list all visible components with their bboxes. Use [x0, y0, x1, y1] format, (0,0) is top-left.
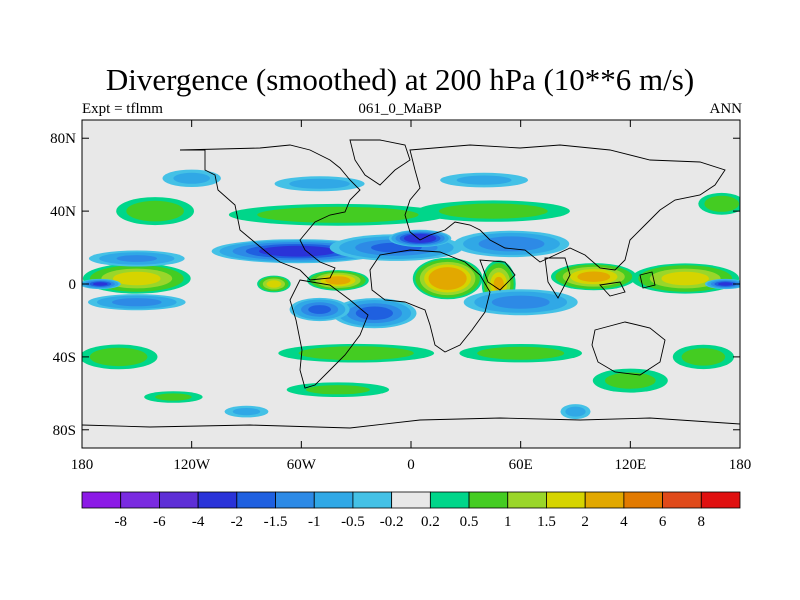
- colorbar-label-8: 0.2: [421, 514, 440, 530]
- colorbar-swatch-0: [81, 491, 122, 509]
- field-contour-17-2: [491, 295, 550, 309]
- y-tick-label-2: 0: [69, 277, 77, 293]
- coastline-outline: [82, 139, 740, 429]
- colorbar-swatch-10: [468, 491, 509, 509]
- x-tick-label-3: 0: [407, 457, 415, 473]
- field-contour-26-1: [477, 346, 565, 360]
- colorbar-swatch-12: [546, 491, 586, 509]
- colorbar-label-7: -0.2: [380, 514, 404, 530]
- colorbar-swatch-6: [313, 491, 354, 509]
- field-contour-30-1: [305, 385, 370, 395]
- colorbar-swatch-16: [700, 491, 741, 509]
- x-tick-label-2: 60W: [287, 457, 317, 473]
- colorbar-swatch-2: [159, 491, 199, 509]
- x-tick-label-0: 180: [71, 457, 94, 473]
- colorbar-label-9: 0.5: [460, 514, 479, 530]
- experiment-label: Expt = tflmm: [82, 101, 163, 117]
- field-contour-3-4: [718, 282, 733, 286]
- field-contour-0-3: [113, 271, 161, 286]
- colorbar-label-12: 2: [581, 514, 589, 530]
- field-contour-11-4: [259, 245, 337, 257]
- colorbar-swatch-7: [352, 491, 393, 509]
- field-contour-20-1: [126, 200, 184, 222]
- field-contour-24-1: [173, 172, 210, 184]
- field-contour-13-4: [403, 233, 437, 243]
- field-contour-7-4: [428, 267, 467, 290]
- field-contour-21-1: [704, 195, 739, 212]
- field-contour-31-1: [155, 393, 192, 401]
- field-contour-15-3: [355, 306, 393, 320]
- field-contour-16-3: [308, 305, 331, 314]
- field-contour-28-1: [681, 348, 726, 366]
- field-contour-9-4: [325, 276, 351, 285]
- colorbar-swatch-4: [236, 491, 276, 509]
- colorbar-label-10: 1: [504, 514, 512, 530]
- x-tick-label-5: 120E: [614, 457, 646, 473]
- colorbar-label-1: -6: [153, 514, 166, 530]
- y-tick-label-0: 80N: [50, 131, 76, 147]
- field-contour-32-1: [565, 406, 586, 417]
- field-contour-25-1: [298, 346, 414, 361]
- colorbar-label-14: 6: [659, 514, 667, 530]
- colorbar-label-11: 1.5: [537, 514, 556, 530]
- field-contour-33-1: [232, 408, 261, 416]
- field-contour-4-2: [112, 298, 162, 307]
- colorbar-swatch-8: [391, 491, 431, 509]
- x-tick-label-1: 120W: [173, 457, 211, 473]
- field-contour-19-1: [438, 203, 548, 219]
- colorbar-label-0: -8: [114, 514, 127, 530]
- field-contour-5-2: [116, 255, 158, 262]
- field-contour-6-4: [577, 271, 611, 282]
- chart-title: Divergence (smoothed) at 200 hPa (10**6 …: [105, 62, 695, 97]
- colorbar-swatch-14: [623, 491, 663, 509]
- colorbar-swatch-9: [429, 491, 470, 509]
- colorbar-swatch-3: [197, 491, 238, 509]
- colorbar-label-5: -1: [308, 514, 321, 530]
- field-contour-29-1: [605, 372, 656, 389]
- y-tick-label-3: 40S: [53, 350, 76, 366]
- field-contour-27-1: [89, 347, 148, 367]
- field-contour-14-2: [478, 236, 545, 252]
- season-label: ANN: [709, 101, 743, 117]
- field-contour-23-1: [456, 175, 512, 185]
- colorbar-label-2: -4: [192, 514, 205, 530]
- x-tick-label-6: 180: [729, 457, 752, 473]
- colorbar-swatch-5: [275, 491, 315, 509]
- colorbar-label-3: -2: [231, 514, 244, 530]
- y-tick-label-1: 40N: [50, 204, 76, 220]
- y-tick-label-4: 80S: [53, 423, 76, 439]
- colorbar-swatch-11: [507, 491, 547, 509]
- colorbar-label-15: 8: [698, 514, 706, 530]
- x-tick-label-4: 60E: [509, 457, 533, 473]
- colorbar-swatch-15: [662, 491, 702, 509]
- colorbar-swatch-13: [584, 491, 625, 509]
- colorbar-label-6: -0.5: [341, 514, 365, 530]
- colorbar-swatch-1: [120, 491, 160, 509]
- case-label: 061_0_MaBP: [358, 101, 442, 117]
- map-axes: 180 120W 60W 0 60E 120E 180 80N 40N 0 40S 80S: [50, 120, 751, 473]
- field-contour-2-3: [661, 271, 709, 286]
- colorbar-label-4: -1.5: [264, 514, 288, 530]
- field-contour-10-3: [266, 280, 282, 288]
- colorbar: -8 -6 -4 -2 -1.5 -1 -0.5 -0.2 0.2 0.5 1 1.5 2 4 6 8: [81, 491, 741, 530]
- field-contour-18-1: [257, 206, 419, 223]
- field-contour-22-1: [289, 178, 350, 189]
- field-contour-1-4: [93, 282, 108, 286]
- colorbar-label-13: 4: [620, 514, 628, 530]
